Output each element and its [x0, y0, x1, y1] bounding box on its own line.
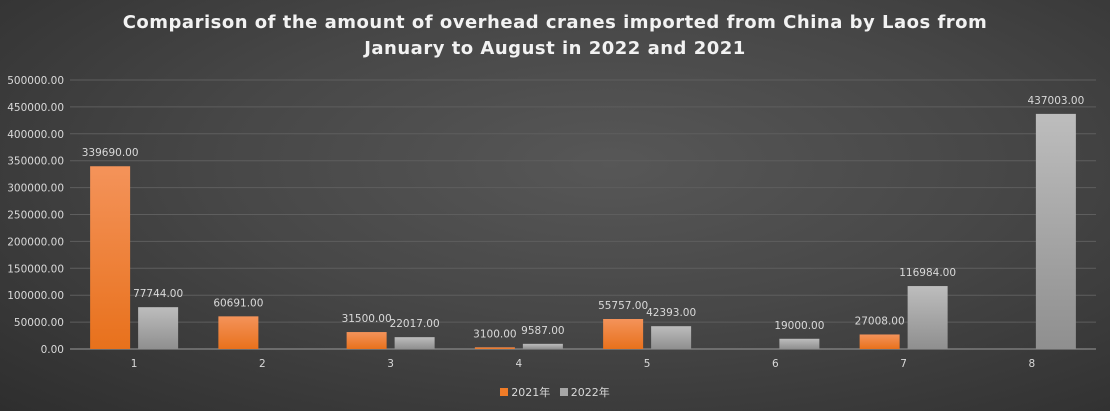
legend-label-2021: 2021年: [511, 386, 551, 399]
x-tick-label: 1: [131, 358, 138, 370]
y-tick-label: 200000.00: [7, 236, 64, 248]
x-tick-label: 5: [644, 358, 651, 370]
legend: 2021年 2022年: [0, 384, 1110, 400]
x-tick-label: 4: [516, 358, 523, 370]
legend-swatch-2022: [559, 388, 568, 396]
x-tick-label: 8: [1029, 358, 1036, 370]
legend-item-2022: 2022年: [559, 384, 610, 400]
bar-2021-3: [346, 332, 387, 349]
bar-2022-4: [522, 343, 563, 349]
chart-title: Comparison of the amount of overhead cra…: [0, 10, 1110, 62]
data-label: 339690.00: [82, 147, 139, 159]
bar-2022-5: [651, 326, 692, 349]
data-label: 9587.00: [521, 325, 564, 337]
data-label: 55757.00: [598, 300, 648, 312]
y-tick-label: 500000.00: [7, 75, 64, 87]
chart-title-line-2: January to August in 2022 and 2021: [364, 38, 746, 59]
y-tick-label: 100000.00: [7, 290, 64, 302]
x-tick-label: 3: [387, 358, 394, 370]
y-tick-label: 350000.00: [7, 156, 64, 168]
bar-2022-6: [779, 338, 820, 349]
data-label: 22017.00: [390, 318, 440, 330]
legend-swatch-2021: [500, 388, 509, 396]
bar-2022-1: [138, 307, 179, 349]
bar-2021-1: [90, 166, 131, 349]
bar-2021-4: [474, 347, 515, 349]
bar-2021-2: [218, 316, 259, 349]
legend-label-2022: 2022年: [570, 386, 610, 399]
y-tick-label: 250000.00: [7, 210, 64, 222]
chart-title-line-1: Comparison of the amount of overhead cra…: [122, 12, 988, 33]
y-tick-label: 450000.00: [7, 102, 64, 114]
x-tick-label: 2: [259, 358, 266, 370]
data-label: 31500.00: [342, 313, 392, 325]
bar-2021-7: [859, 334, 900, 349]
x-tick-label: 6: [772, 358, 779, 370]
bar-2022-3: [394, 337, 435, 349]
data-label: 27008.00: [855, 315, 905, 327]
data-label: 3100.00: [473, 328, 516, 340]
y-tick-label: 300000.00: [7, 183, 64, 195]
data-label: 42393.00: [646, 307, 696, 319]
data-label: 60691.00: [213, 297, 263, 309]
data-label: 437003.00: [1027, 95, 1084, 107]
y-tick-label: 50000.00: [14, 317, 64, 329]
data-label: 19000.00: [774, 320, 824, 332]
bar-2022-8: [1035, 113, 1076, 349]
x-tick-label: 7: [900, 358, 907, 370]
y-tick-label: 400000.00: [7, 129, 64, 141]
legend-item-2021: 2021年: [500, 384, 550, 400]
bar-2022-7: [907, 286, 948, 349]
bar-2021-5: [603, 319, 644, 349]
y-tick-label: 0.00: [41, 344, 64, 356]
data-label: 77744.00: [133, 288, 183, 300]
y-tick-label: 150000.00: [7, 263, 64, 275]
data-label: 116984.00: [899, 267, 956, 279]
